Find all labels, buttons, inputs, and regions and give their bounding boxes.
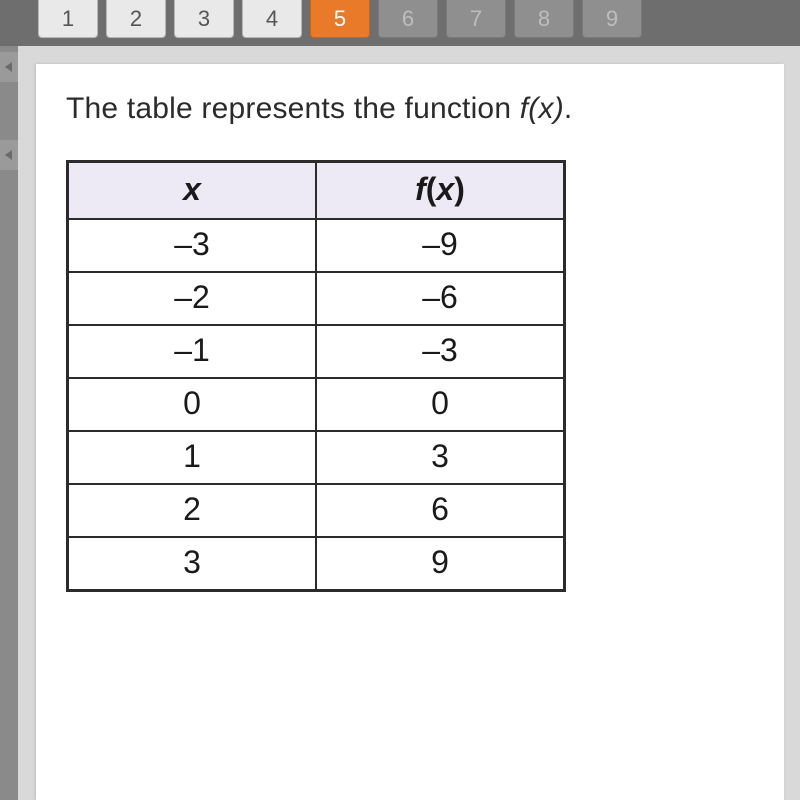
cell-x: 2	[68, 484, 317, 537]
tab-label: 6	[402, 6, 414, 32]
table-row: 3 9	[68, 537, 565, 591]
cell-fx: 3	[316, 431, 565, 484]
table-header-row: x f(x)	[68, 162, 565, 220]
cell-x-value: –3	[174, 226, 210, 262]
cell-x: –3	[68, 219, 317, 272]
cell-x-value: –2	[174, 279, 210, 315]
table-row: 1 3	[68, 431, 565, 484]
col-header-x-label: x	[183, 171, 201, 207]
cell-x-value: 2	[183, 491, 201, 527]
col-header-x: x	[68, 162, 317, 220]
tab-5[interactable]: 5	[310, 0, 370, 38]
col-header-fx-close: )	[454, 171, 465, 207]
cell-x: –1	[68, 325, 317, 378]
cell-fx-value: 3	[431, 438, 449, 474]
tab-label: 1	[62, 6, 74, 32]
prompt-prefix: The table represents the function	[66, 92, 520, 125]
tab-label: 4	[266, 6, 278, 32]
table-row: –3 –9	[68, 219, 565, 272]
table-row: –2 –6	[68, 272, 565, 325]
tab-6: 6	[378, 0, 438, 38]
col-header-fx-open: (	[426, 171, 437, 207]
tab-3[interactable]: 3	[174, 0, 234, 38]
tab-7: 7	[446, 0, 506, 38]
question-card: The table represents the function f(x). …	[36, 64, 784, 800]
cell-x: 3	[68, 537, 317, 591]
table-row: 2 6	[68, 484, 565, 537]
function-table: x f(x) –3 –9 –2 –6 –1 –3 0	[66, 160, 566, 592]
collapse-arrow-top-icon[interactable]	[0, 52, 18, 82]
cell-fx: 6	[316, 484, 565, 537]
tab-label: 5	[334, 6, 346, 32]
tab-label: 7	[470, 6, 482, 32]
cell-fx-value: 0	[431, 385, 449, 421]
col-header-fx-x: x	[436, 171, 454, 207]
cell-fx: –9	[316, 219, 565, 272]
col-header-fx-f: f	[415, 171, 426, 207]
cell-x: –2	[68, 272, 317, 325]
tab-label: 3	[198, 6, 210, 32]
cell-x-value: 3	[183, 544, 201, 580]
tab-4[interactable]: 4	[242, 0, 302, 38]
prompt-fn: f(x)	[520, 92, 564, 125]
cell-fx-value: 9	[431, 544, 449, 580]
tab-2[interactable]: 2	[106, 0, 166, 38]
col-header-fx: f(x)	[316, 162, 565, 220]
collapse-arrow-bottom-icon[interactable]	[0, 140, 18, 170]
cell-x: 0	[68, 378, 317, 431]
question-prompt: The table represents the function f(x).	[66, 92, 754, 126]
prompt-fn-open: (	[528, 92, 538, 125]
cell-x-value: 1	[183, 438, 201, 474]
cell-fx: 0	[316, 378, 565, 431]
cell-fx-value: –9	[422, 226, 458, 262]
tab-8: 8	[514, 0, 574, 38]
content-outer: The table represents the function f(x). …	[18, 46, 800, 800]
tab-9: 9	[582, 0, 642, 38]
table-row: –1 –3	[68, 325, 565, 378]
table-row: 0 0	[68, 378, 565, 431]
cell-fx: –3	[316, 325, 565, 378]
cell-fx-value: –6	[422, 279, 458, 315]
cell-x: 1	[68, 431, 317, 484]
cell-x-value: 0	[183, 385, 201, 421]
tab-label: 9	[606, 6, 618, 32]
tab-label: 8	[538, 6, 550, 32]
tab-label: 2	[130, 6, 142, 32]
prompt-fn-x: x	[539, 92, 554, 125]
cell-fx-value: 6	[431, 491, 449, 527]
cell-fx: –6	[316, 272, 565, 325]
prompt-suffix: .	[564, 92, 573, 125]
cell-x-value: –1	[174, 332, 210, 368]
cell-fx-value: –3	[422, 332, 458, 368]
tab-1[interactable]: 1	[38, 0, 98, 38]
cell-fx: 9	[316, 537, 565, 591]
tab-bar: 1 2 3 4 5 6 7 8 9	[0, 0, 800, 46]
prompt-fn-f: f	[520, 92, 529, 125]
prompt-fn-close: )	[554, 92, 564, 125]
